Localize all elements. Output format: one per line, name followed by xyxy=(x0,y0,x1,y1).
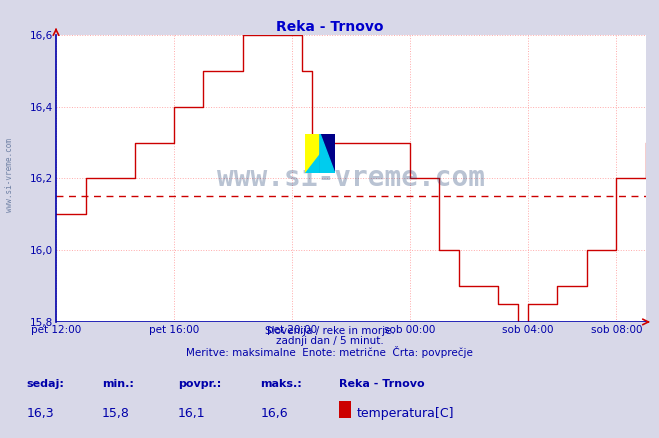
Text: Reka - Trnovo: Reka - Trnovo xyxy=(275,20,384,34)
Text: povpr.:: povpr.: xyxy=(178,379,221,389)
Polygon shape xyxy=(320,134,335,173)
Text: min.:: min.: xyxy=(102,379,134,389)
Text: Reka - Trnovo: Reka - Trnovo xyxy=(339,379,425,389)
Text: 16,6: 16,6 xyxy=(260,407,288,420)
Text: 16,1: 16,1 xyxy=(178,407,206,420)
Polygon shape xyxy=(305,134,335,173)
Polygon shape xyxy=(305,134,335,173)
Text: sedaj:: sedaj: xyxy=(26,379,64,389)
Text: zadnji dan / 5 minut.: zadnji dan / 5 minut. xyxy=(275,336,384,346)
Text: www.si-vreme.com: www.si-vreme.com xyxy=(5,138,14,212)
Text: Slovenija / reke in morje.: Slovenija / reke in morje. xyxy=(264,326,395,336)
Text: Meritve: maksimalne  Enote: metrične  Črta: povprečje: Meritve: maksimalne Enote: metrične Črta… xyxy=(186,346,473,358)
Text: temperatura[C]: temperatura[C] xyxy=(357,407,455,420)
Text: maks.:: maks.: xyxy=(260,379,302,389)
Text: 15,8: 15,8 xyxy=(102,407,130,420)
Text: www.si-vreme.com: www.si-vreme.com xyxy=(217,165,485,192)
Text: 16,3: 16,3 xyxy=(26,407,54,420)
Polygon shape xyxy=(320,134,335,173)
